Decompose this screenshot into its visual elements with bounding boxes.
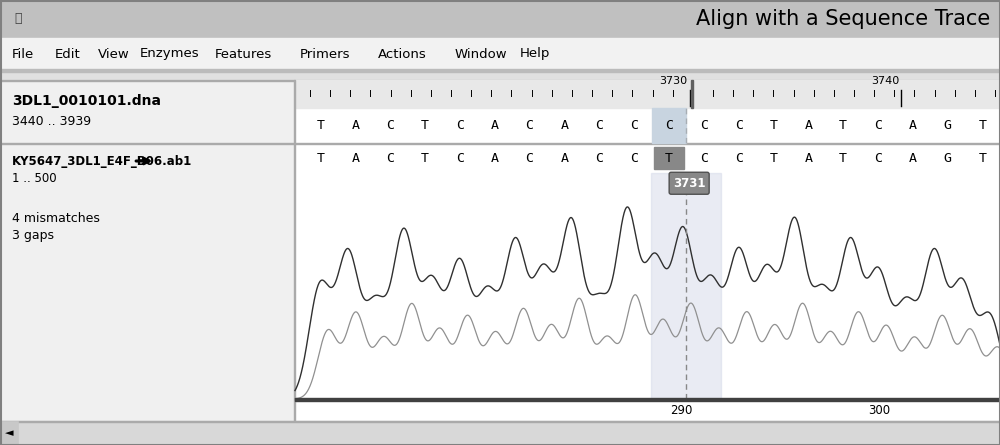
Text: A: A (909, 119, 917, 132)
Text: 3740: 3740 (871, 76, 899, 86)
Text: G: G (944, 151, 952, 165)
Text: C: C (386, 119, 394, 132)
Text: C: C (665, 119, 673, 132)
Bar (654, 147, 684, 169)
Text: 3440 .. 3939: 3440 .. 3939 (12, 115, 91, 128)
Text: Enzymes: Enzymes (140, 48, 200, 61)
Text: C: C (595, 119, 603, 132)
Text: C: C (700, 151, 708, 165)
Text: T: T (839, 151, 847, 165)
Text: T: T (769, 119, 777, 132)
Bar (295, 80, 1000, 108)
Text: C: C (874, 151, 882, 165)
Text: C: C (595, 151, 603, 165)
Bar (294, 80, 295, 421)
Bar (295, 80, 1000, 421)
Text: T: T (316, 151, 324, 165)
Text: C: C (456, 151, 464, 165)
Text: 3DL1_0010101.dna: 3DL1_0010101.dna (12, 94, 161, 109)
Text: A: A (491, 151, 499, 165)
Bar (0, 38, 1000, 70)
Text: 3730: 3730 (660, 76, 688, 86)
Text: File: File (12, 48, 34, 61)
Text: T: T (421, 119, 429, 132)
Text: T: T (769, 151, 777, 165)
Bar (0, 0, 1000, 38)
Bar (295, 398, 1000, 401)
Text: Primers: Primers (300, 48, 351, 61)
Text: Features: Features (215, 48, 272, 61)
Text: C: C (456, 119, 464, 132)
Text: A: A (560, 151, 568, 165)
Text: C: C (874, 119, 882, 132)
Text: 3 gaps: 3 gaps (12, 230, 54, 243)
Text: A: A (560, 119, 568, 132)
Text: C: C (386, 151, 394, 165)
Bar (0, 72, 1000, 80)
Text: 300: 300 (868, 405, 890, 417)
Text: Edit: Edit (55, 48, 81, 61)
Text: 4 mismatches: 4 mismatches (12, 211, 100, 224)
Text: Window: Window (455, 48, 508, 61)
Text: A: A (491, 119, 499, 132)
Text: Help: Help (520, 48, 550, 61)
Text: C: C (735, 119, 743, 132)
Text: C: C (735, 151, 743, 165)
Text: T: T (316, 119, 324, 132)
Bar (0, 143, 1000, 144)
Bar (0, 421, 1000, 422)
Text: Actions: Actions (378, 48, 427, 61)
Text: T: T (665, 151, 673, 165)
Text: 1 .. 500: 1 .. 500 (12, 173, 57, 186)
Text: 🦗: 🦗 (14, 12, 22, 25)
Bar (0, 69, 1000, 72)
Text: Align with a Sequence Trace: Align with a Sequence Trace (696, 9, 990, 29)
Text: G: G (944, 119, 952, 132)
Bar (651, 173, 721, 399)
Text: C: C (526, 151, 534, 165)
Bar (0, 421, 1000, 445)
Text: T: T (839, 119, 847, 132)
Text: ◄: ◄ (5, 428, 13, 438)
Bar (652, 108, 686, 143)
Bar (0, 80, 295, 421)
Bar (0, 80, 1000, 81)
Bar (0, 421, 18, 445)
Text: T: T (979, 151, 987, 165)
Text: T: T (421, 151, 429, 165)
Text: 290: 290 (670, 405, 693, 417)
Bar (691, 80, 693, 108)
Text: A: A (804, 151, 812, 165)
Text: 3731: 3731 (673, 177, 705, 190)
Text: C: C (526, 119, 534, 132)
Text: T: T (979, 119, 987, 132)
Text: C: C (630, 151, 638, 165)
Text: View: View (98, 48, 130, 61)
Text: C: C (700, 119, 708, 132)
Text: A: A (351, 119, 359, 132)
Text: A: A (351, 151, 359, 165)
Text: C: C (630, 119, 638, 132)
Text: A: A (909, 151, 917, 165)
Text: KY5647_3DL1_E4F_B06.ab1: KY5647_3DL1_E4F_B06.ab1 (12, 154, 192, 167)
Text: A: A (804, 119, 812, 132)
FancyBboxPatch shape (669, 172, 709, 194)
